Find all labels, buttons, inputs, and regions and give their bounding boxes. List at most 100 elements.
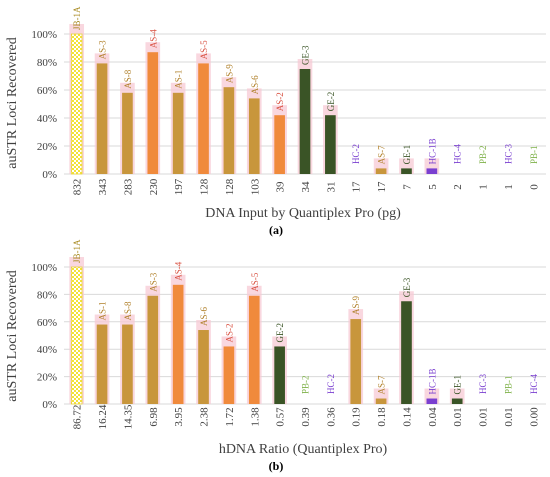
panel-b-x-axis-label: hDNA Ratio (Quantiplex Pro) bbox=[219, 442, 388, 457]
bar-as-3 bbox=[96, 63, 108, 174]
x-tick-label: 283 bbox=[122, 178, 134, 195]
x-tick-label: 1.72 bbox=[224, 407, 236, 426]
x-tick-label: 34 bbox=[300, 181, 312, 193]
bar-label: AS-5 bbox=[199, 40, 209, 60]
bar-label: AS-9 bbox=[351, 296, 361, 316]
bar-label: GE-1 bbox=[402, 145, 412, 165]
panel-a-bar-labels: JB-1A AS-3 AS-8 AS-4 AS-1 AS-5 AS-9 AS-6 AS-2 GE-… bbox=[72, 6, 539, 164]
bar-ge-3 bbox=[401, 301, 412, 404]
x-tick-label: 1 bbox=[478, 184, 490, 190]
bar-label: HC-3 bbox=[478, 374, 488, 394]
bar-as-8 bbox=[122, 92, 133, 174]
bar-label: AS-1 bbox=[98, 302, 108, 321]
bar-label: AS-4 bbox=[148, 29, 158, 49]
x-tick-label: 17 bbox=[351, 181, 363, 193]
bar-label: AS-3 bbox=[98, 40, 108, 60]
x-tick-label: 6.98 bbox=[148, 407, 160, 427]
bar-as-4 bbox=[147, 52, 159, 175]
x-tick-label: 0.00 bbox=[528, 407, 540, 427]
y-tick-label: 0% bbox=[42, 399, 57, 411]
x-tick-label: 0.14 bbox=[401, 407, 413, 427]
bar-label: AS-6 bbox=[250, 75, 260, 95]
x-tick-label: 2.38 bbox=[199, 407, 211, 427]
panel-a-x-axis-label: DNA Input by Quantiplex Pro (pg) bbox=[205, 206, 401, 221]
x-tick-label: 197 bbox=[173, 178, 185, 195]
y-tick-label: 0% bbox=[42, 169, 57, 181]
x-tick-label: 0.36 bbox=[325, 407, 337, 427]
bar-label: AS-1 bbox=[174, 70, 184, 89]
bar-ge-2 bbox=[274, 346, 285, 404]
bar-as-5 bbox=[198, 63, 209, 174]
bar-label: AS-7 bbox=[377, 375, 387, 395]
x-tick-label: 16.24 bbox=[97, 404, 109, 429]
x-tick-label: 0.18 bbox=[376, 407, 388, 427]
x-tick-label: 1.38 bbox=[249, 407, 261, 427]
y-tick-label: 80% bbox=[37, 289, 57, 301]
bar-label: AS-2 bbox=[224, 323, 234, 342]
x-tick-label: 0.01 bbox=[478, 407, 490, 426]
bar-label: HC-1B bbox=[427, 138, 437, 164]
x-tick-label: 230 bbox=[148, 178, 160, 195]
bar-ge-1 bbox=[401, 168, 412, 174]
x-tick-label: 86.72 bbox=[72, 405, 84, 430]
y-tick-label: 20% bbox=[37, 141, 57, 153]
y-tick-label: 100% bbox=[31, 29, 57, 41]
y-tick-label: 60% bbox=[37, 85, 57, 97]
bar-label: GE-2 bbox=[275, 323, 285, 343]
x-tick-label: 1 bbox=[503, 184, 515, 190]
panel-b-bars bbox=[69, 257, 465, 405]
panel-b-gridlines bbox=[64, 266, 546, 405]
bar-as-8 bbox=[122, 324, 133, 404]
x-tick-label: 5 bbox=[427, 184, 439, 190]
bar-label: GE-3 bbox=[402, 277, 412, 297]
bar-label: AS-8 bbox=[123, 301, 133, 321]
bar-label: PB-2 bbox=[478, 145, 488, 164]
bar-ge-1 bbox=[451, 398, 463, 404]
panel-b-label: (b) bbox=[269, 459, 284, 473]
x-tick-label: 0.57 bbox=[275, 407, 287, 427]
panel-b-x-ticks: 86.72 16.24 14.35 6.98 3.95 2.38 1.72 1.38 0.57 0… bbox=[72, 404, 541, 429]
y-tick-label: 20% bbox=[37, 372, 57, 384]
panel-b-y-ticks: 0% 20% 40% 60% 80% 100% bbox=[31, 262, 57, 411]
panel-b: 0% 20% 40% 60% 80% 100% JB-1A AS-1 AS-8 AS-3 AS-4… bbox=[5, 239, 546, 473]
bar-label: HC-4 bbox=[529, 374, 539, 394]
y-tick-label: 60% bbox=[37, 317, 57, 329]
bar-label: AS-7 bbox=[377, 145, 387, 165]
x-tick-label: 343 bbox=[97, 178, 109, 195]
x-tick-label: 17 bbox=[376, 181, 388, 193]
bar-as-2 bbox=[223, 346, 235, 404]
bar-as-4 bbox=[172, 284, 184, 404]
bar-label: GE-1 bbox=[453, 375, 463, 395]
x-tick-label: 0.04 bbox=[427, 407, 439, 427]
y-tick-label: 40% bbox=[37, 113, 57, 125]
panel-a-y-ticks: 0% 20% 40% 60% 80% 100% bbox=[31, 29, 57, 181]
bar-jb-1a bbox=[70, 33, 83, 175]
bar-as-1 bbox=[96, 324, 108, 404]
x-tick-label: 128 bbox=[224, 178, 236, 195]
y-tick-label: 100% bbox=[31, 262, 57, 274]
bar-label: HC-1B bbox=[427, 369, 437, 395]
bar-jb-1a bbox=[70, 266, 83, 405]
x-tick-label: 0.19 bbox=[351, 407, 363, 427]
x-tick-label: 0.01 bbox=[452, 407, 464, 426]
x-tick-label: 2 bbox=[452, 184, 464, 190]
bar-label: HC-2 bbox=[326, 374, 336, 394]
bar-label: AS-3 bbox=[148, 272, 158, 292]
bar-label: AS-8 bbox=[123, 69, 133, 89]
bar-label: HC-4 bbox=[453, 144, 463, 164]
panel-a-x-ticks: 832 343 283 230 197 128 128 103 39 34 31 17 17 7 5 2 1 1 0 bbox=[72, 178, 541, 195]
panel-a-label: (a) bbox=[269, 223, 283, 237]
bar-label: HC-3 bbox=[503, 144, 513, 164]
y-tick-label: 40% bbox=[37, 344, 57, 356]
bar-label: PB-1 bbox=[503, 375, 513, 394]
bar-label: JB-1A bbox=[72, 6, 82, 30]
bar-as-6 bbox=[248, 98, 260, 174]
bar-label: JB-1A bbox=[72, 239, 82, 263]
bar-as-7 bbox=[375, 168, 387, 174]
panel-a-y-axis-label: auSTR Loci Recovered bbox=[5, 37, 20, 168]
bar-label: AS-4 bbox=[174, 261, 184, 281]
bar-hc-1b bbox=[426, 398, 438, 404]
bar-as-7 bbox=[375, 398, 387, 404]
x-tick-label: 14.35 bbox=[122, 404, 134, 429]
